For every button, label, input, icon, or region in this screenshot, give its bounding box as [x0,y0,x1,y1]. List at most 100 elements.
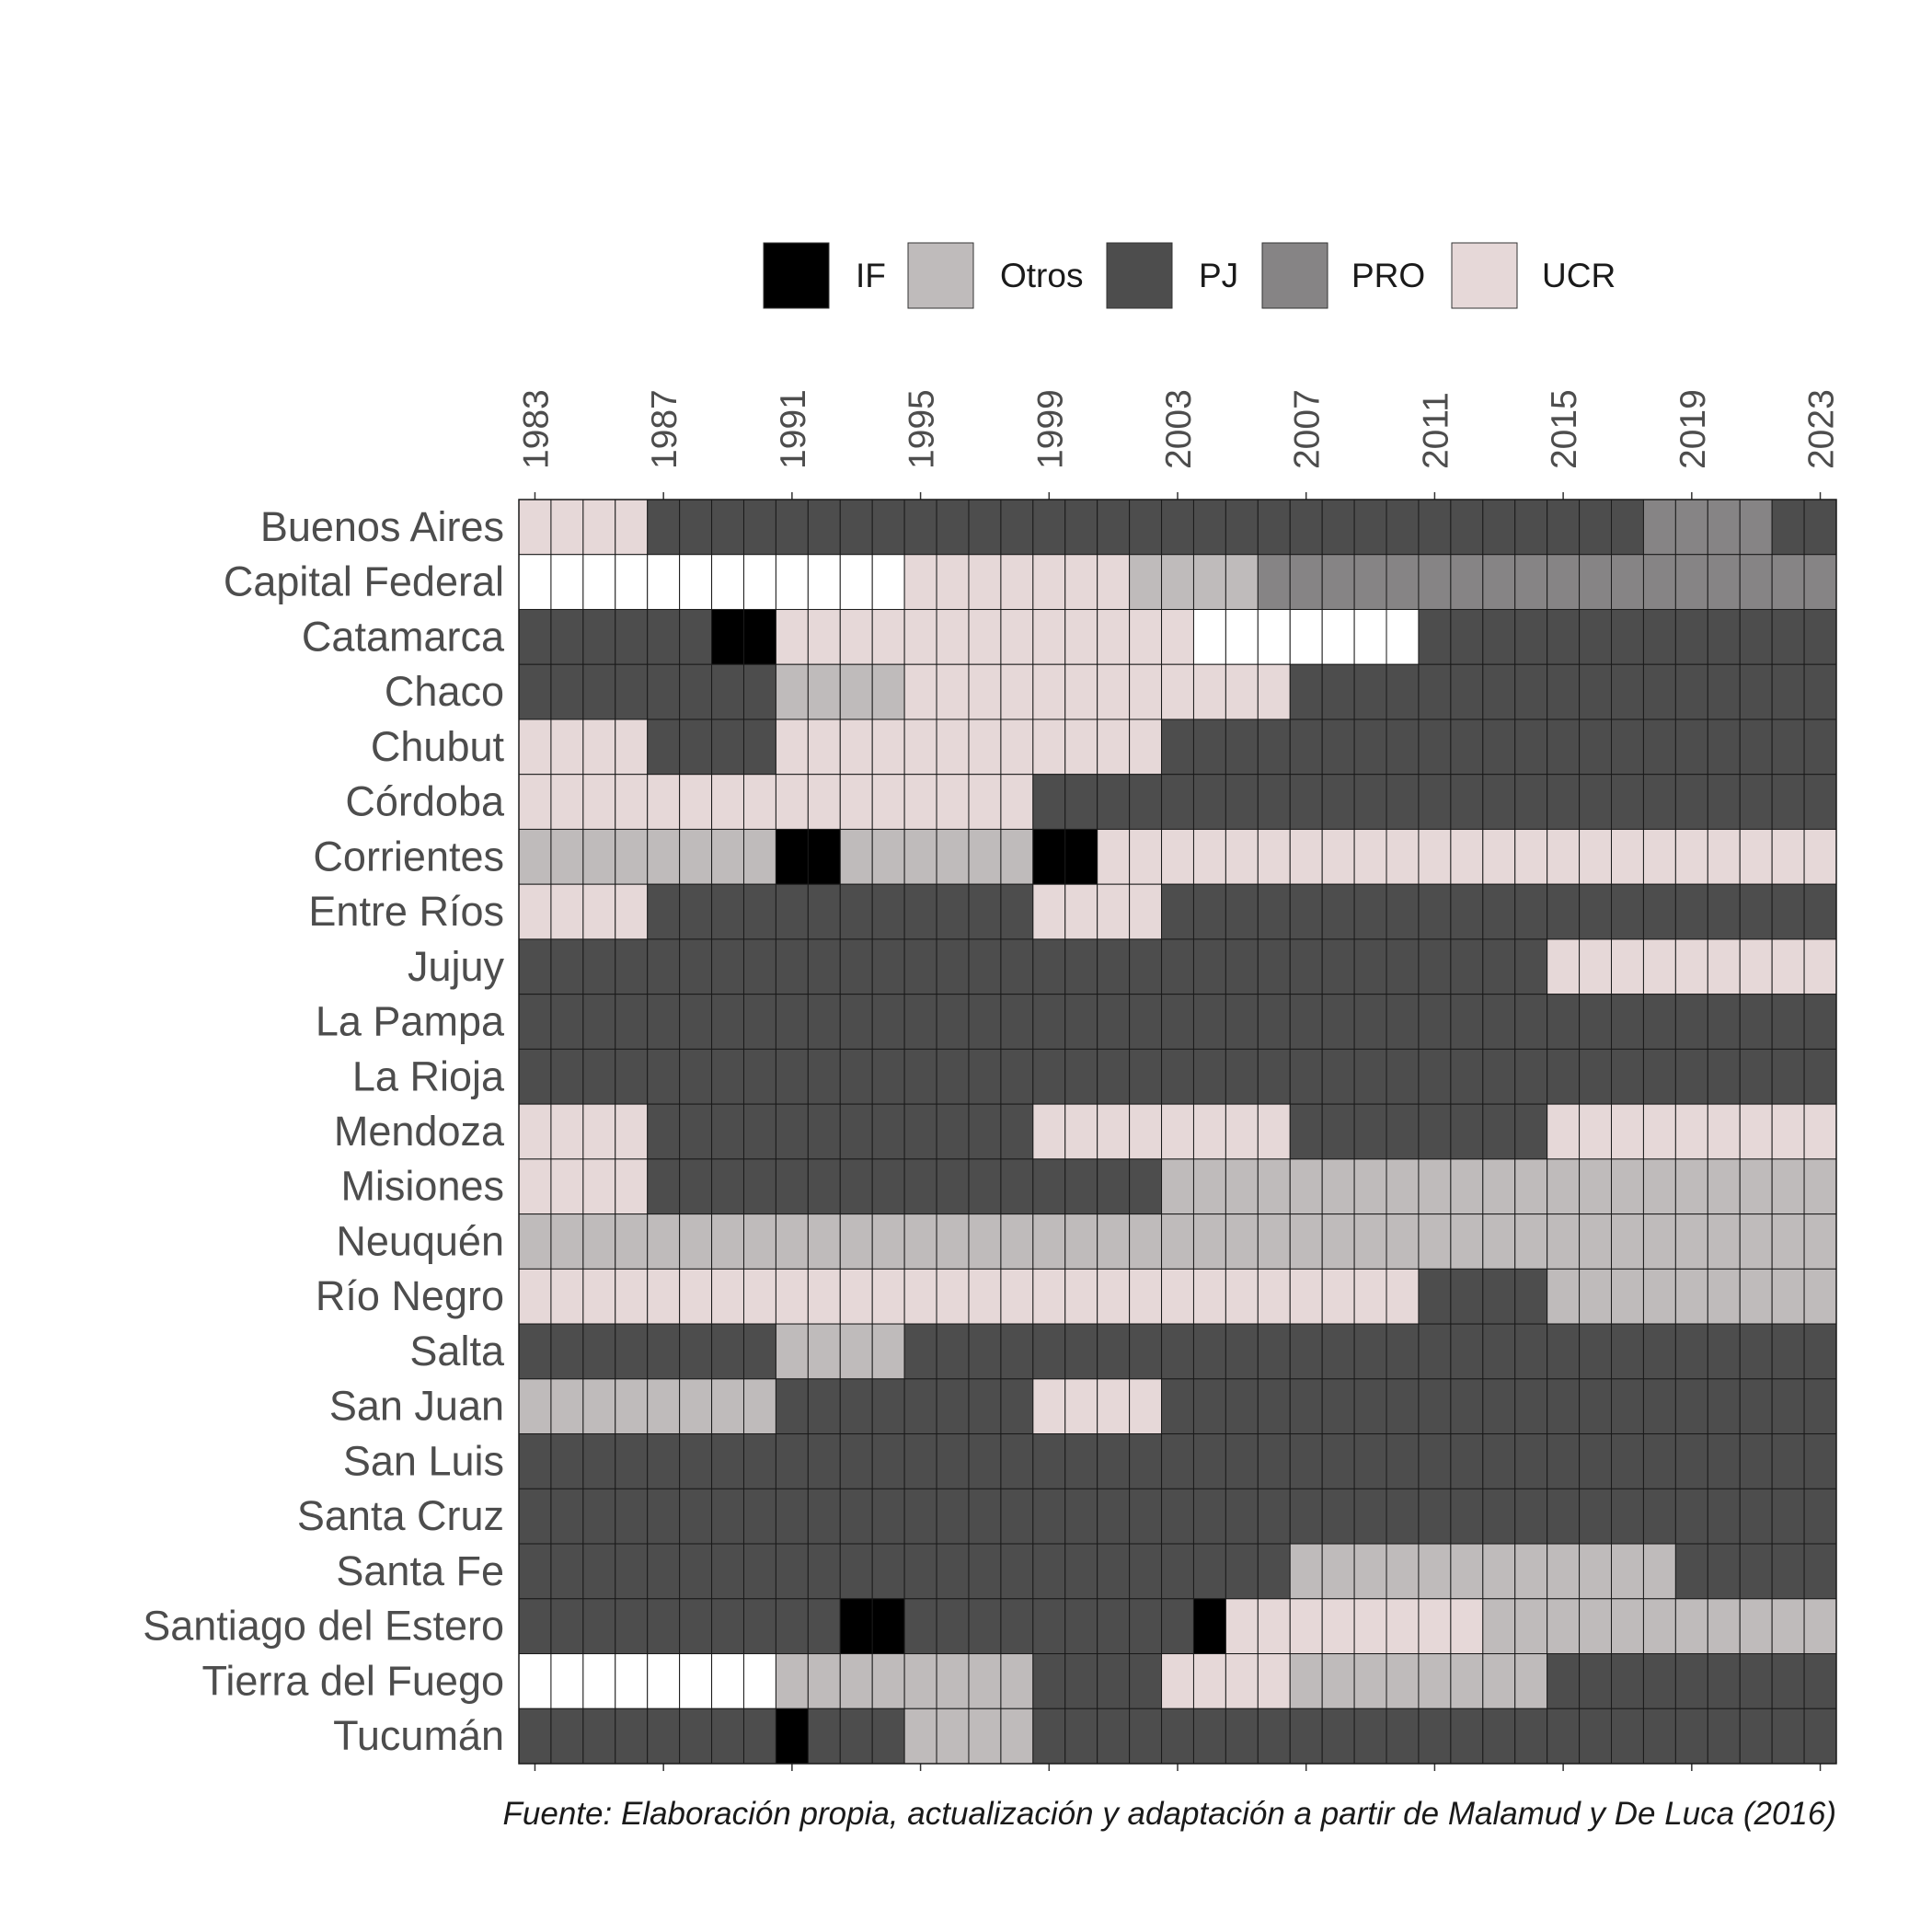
cell-buenos-aires-1983 [518,499,552,556]
cell-catamarca-1993 [839,608,873,665]
cell-capital-federal-2022 [1771,554,1805,610]
row-label-san-juan: San Juan [329,1383,504,1430]
cell-rio-negro-2017 [1611,1268,1644,1325]
cell-cordoba-1998 [1000,774,1034,830]
cell-santiago-del-estero-1996 [936,1598,970,1655]
source-caption: Fuente: Elaboración propia, actualizació… [503,1796,1836,1832]
cell-santa-fe-1994 [871,1543,905,1600]
cell-jujuy-1993 [839,938,873,995]
cell-san-luis-2019 [1674,1433,1708,1489]
cell-santa-fe-2003 [1161,1543,1194,1600]
cell-chubut-2009 [1353,719,1387,776]
cell-buenos-aires-1999 [1032,499,1066,556]
cell-la-rioja-1997 [968,1048,1002,1105]
cell-neuquen-1995 [903,1213,937,1270]
cell-corrientes-2007 [1289,828,1323,885]
cell-santiago-del-estero-1986 [615,1598,649,1655]
cell-entre-rios-1997 [968,883,1002,940]
cell-la-pampa-2007 [1289,994,1323,1050]
cell-catamarca-2011 [1418,608,1452,665]
cell-catamarca-1991 [775,608,809,665]
cell-catamarca-2014 [1514,608,1548,665]
cell-la-rioja-1999 [1032,1048,1066,1105]
cell-chaco-2006 [1257,663,1291,720]
cell-chubut-2008 [1321,719,1355,776]
cell-cordoba-2011 [1418,774,1452,830]
cell-cordoba-2020 [1707,774,1741,830]
cell-la-pampa-2008 [1321,994,1355,1050]
cell-buenos-aires-2018 [1642,499,1676,556]
cell-chubut-2013 [1482,719,1516,776]
cell-la-pampa-2014 [1514,994,1548,1050]
cell-capital-federal-2006 [1257,554,1291,610]
cell-salta-1989 [711,1323,744,1380]
row-label-entre-rios: Entre Ríos [308,888,504,935]
cell-corrientes-2000 [1064,828,1098,885]
cell-rio-negro-2016 [1579,1268,1613,1325]
cell-santa-cruz-2007 [1289,1488,1323,1545]
cell-catamarca-2010 [1386,608,1420,665]
cell-entre-rios-2012 [1450,883,1484,940]
cell-buenos-aires-2010 [1386,499,1420,556]
cell-cordoba-2001 [1097,774,1131,830]
cell-tierra-del-fuego-2001 [1097,1653,1131,1709]
cell-chaco-1990 [742,663,776,720]
cell-catamarca-2000 [1064,608,1098,665]
cell-buenos-aires-1987 [647,499,681,556]
row-label-buenos-aires: Buenos Aires [260,503,504,550]
cell-chaco-2003 [1161,663,1194,720]
cell-buenos-aires-2012 [1450,499,1484,556]
cell-capital-federal-2020 [1707,554,1741,610]
cell-chubut-2011 [1418,719,1452,776]
cell-la-pampa-2002 [1129,994,1163,1050]
cell-la-rioja-1996 [936,1048,970,1105]
cell-tucuman-2013 [1482,1708,1516,1765]
cell-entre-rios-2016 [1579,883,1613,940]
cell-tucuman-1999 [1032,1708,1066,1765]
cell-santa-cruz-1995 [903,1488,937,1545]
cell-salta-1987 [647,1323,681,1380]
cell-entre-rios-1986 [615,883,649,940]
cell-rio-negro-2001 [1097,1268,1131,1325]
cell-santa-fe-2016 [1579,1543,1613,1600]
cell-la-pampa-1996 [936,994,970,1050]
cell-buenos-aires-2019 [1674,499,1708,556]
cell-chubut-1984 [550,719,584,776]
cell-la-rioja-1985 [582,1048,616,1105]
cell-san-luis-1985 [582,1433,616,1489]
cell-santa-fe-2014 [1514,1543,1548,1600]
cell-mendoza-1989 [711,1103,744,1160]
cell-tucuman-2003 [1161,1708,1194,1765]
cell-tucuman-1997 [968,1708,1002,1765]
cell-chubut-2017 [1611,719,1644,776]
cell-neuquen-1985 [582,1213,616,1270]
cell-buenos-aires-2003 [1161,499,1194,556]
cell-san-juan-2010 [1386,1378,1420,1435]
cell-neuquen-2008 [1321,1213,1355,1270]
cell-cordoba-1995 [903,774,937,830]
cell-chaco-2014 [1514,663,1548,720]
cell-la-pampa-2016 [1579,994,1613,1050]
cell-san-juan-1992 [807,1378,841,1435]
cell-santa-fe-1987 [647,1543,681,1600]
cell-buenos-aires-2008 [1321,499,1355,556]
cell-mendoza-2004 [1192,1103,1226,1160]
cell-santa-cruz-2005 [1225,1488,1259,1545]
cell-santa-cruz-2010 [1386,1488,1420,1545]
cell-mendoza-1987 [647,1103,681,1160]
cell-santiago-del-estero-2017 [1611,1598,1644,1655]
cell-chubut-1989 [711,719,744,776]
cell-santa-fe-1989 [711,1543,744,1600]
cell-san-luis-1995 [903,1433,937,1489]
cell-chubut-1999 [1032,719,1066,776]
cell-santiago-del-estero-2021 [1739,1598,1773,1655]
cell-jujuy-2020 [1707,938,1741,995]
cell-capital-federal-2011 [1418,554,1452,610]
x-tick-label-1991: 1991 [774,389,813,469]
cell-entre-rios-2014 [1514,883,1548,940]
cell-capital-federal-1997 [968,554,1002,610]
cell-la-rioja-2017 [1611,1048,1644,1105]
cell-chaco-2023 [1803,663,1837,720]
cell-la-rioja-1984 [550,1048,584,1105]
cell-rio-negro-2011 [1418,1268,1452,1325]
